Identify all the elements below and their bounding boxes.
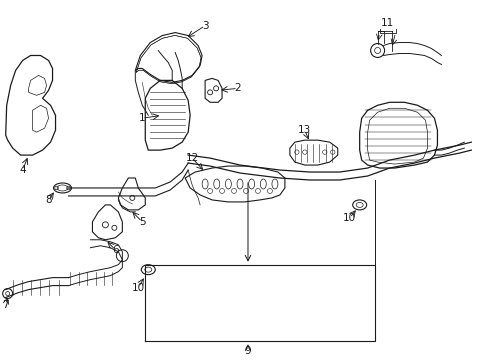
Text: 9: 9 [244, 346, 251, 356]
Text: 6: 6 [112, 245, 119, 255]
Text: 13: 13 [298, 125, 311, 135]
Text: 12: 12 [185, 153, 198, 163]
Text: 4: 4 [20, 165, 26, 175]
Text: 1: 1 [139, 113, 145, 123]
Text: 3: 3 [202, 21, 208, 31]
Text: 2: 2 [234, 84, 241, 93]
Text: 7: 7 [2, 300, 9, 310]
Text: 8: 8 [45, 195, 52, 205]
Text: 5: 5 [139, 217, 145, 227]
Text: 10: 10 [131, 283, 144, 293]
Text: 11: 11 [380, 18, 393, 28]
Text: 10: 10 [343, 213, 356, 223]
